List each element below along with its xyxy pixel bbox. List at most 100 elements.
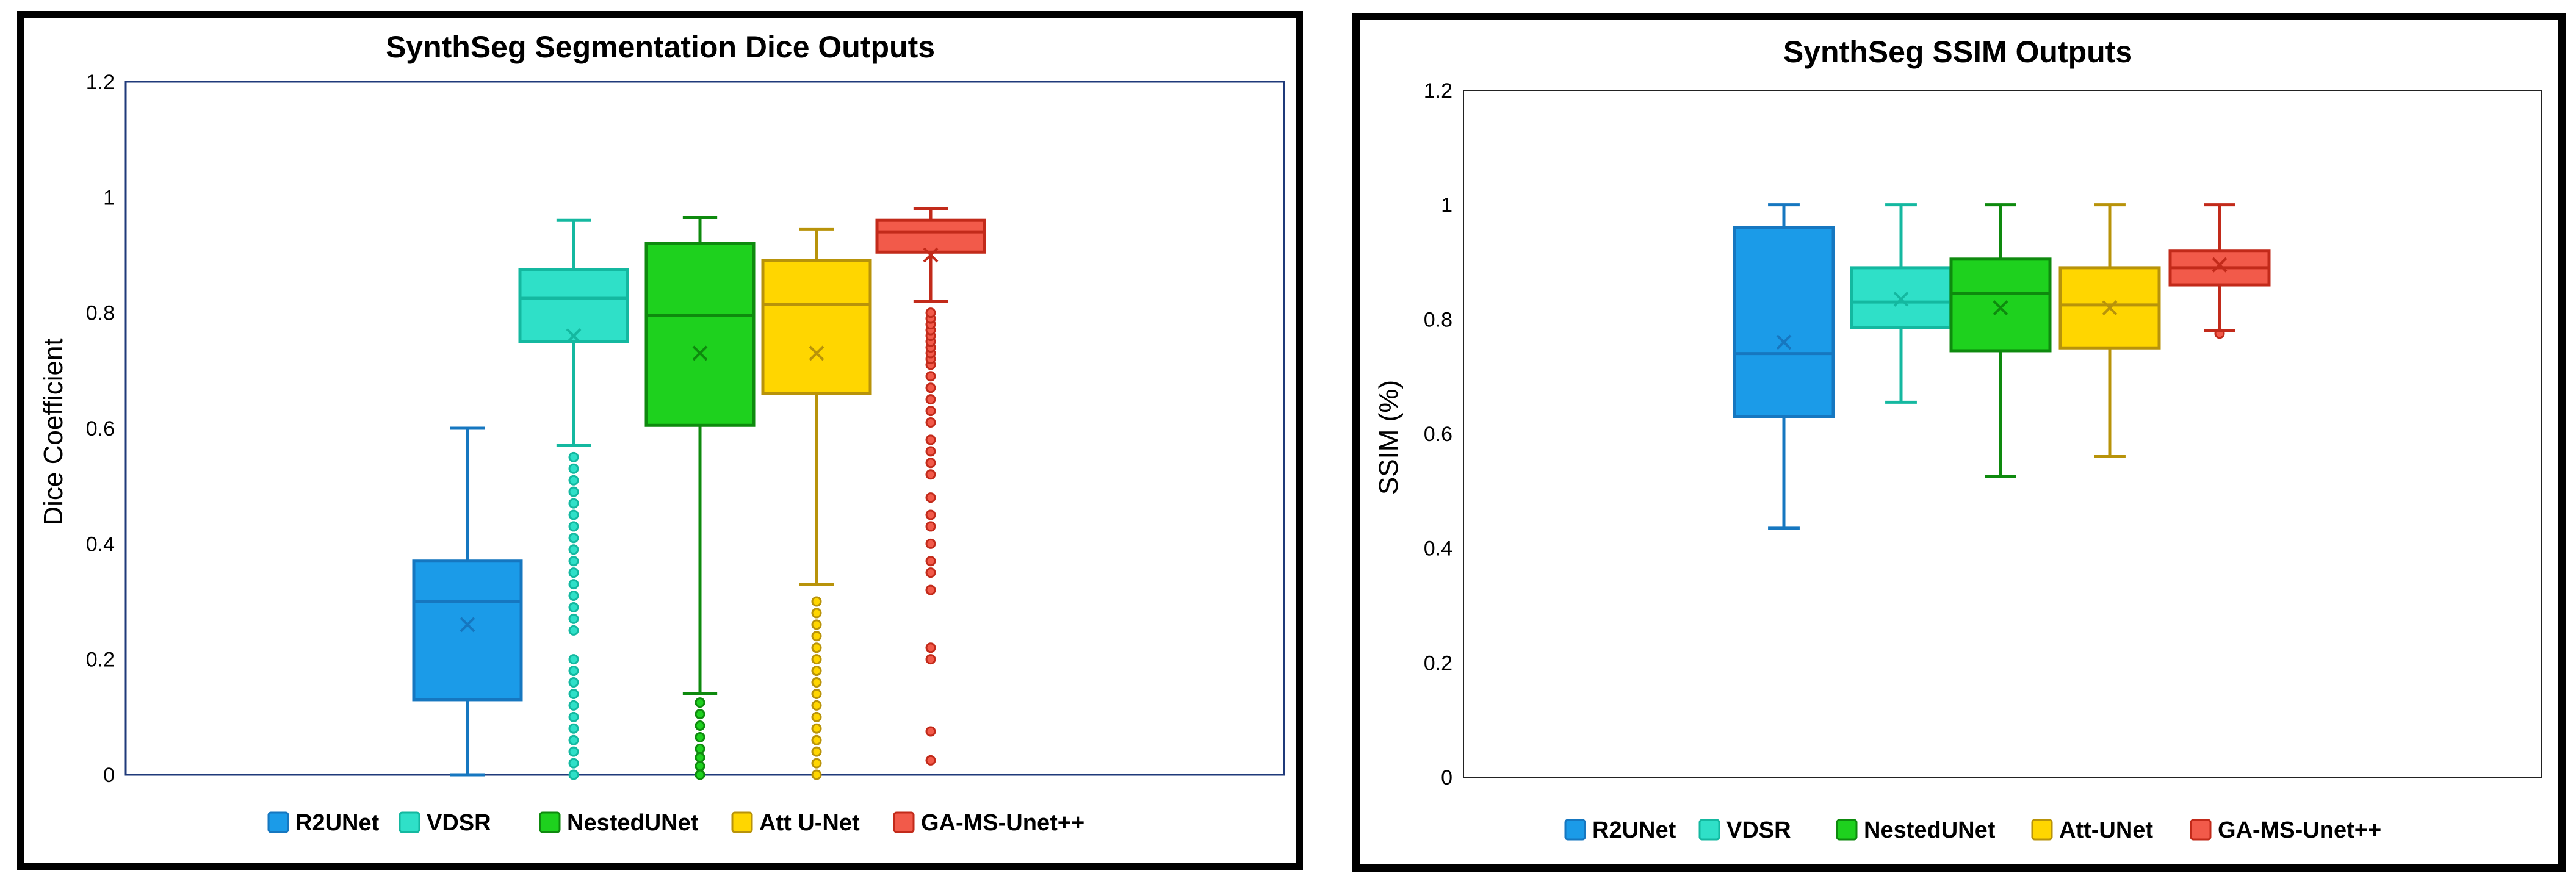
dice-att-u-net-outlier <box>811 746 822 757</box>
dice-ga-ms-unet-outlier <box>925 307 936 318</box>
dice-ga-ms-unet-outlier <box>925 726 936 737</box>
dice-vdsr-outlier <box>568 613 579 624</box>
dice-nestedunet-outlier <box>695 697 705 708</box>
dice-vdsr-outlier <box>568 544 579 555</box>
dice-nestedunet-outlier <box>695 761 705 772</box>
dice-att-u-net-outlier <box>811 677 822 688</box>
dice-legend-r2unet: R2UNet <box>267 810 380 836</box>
dice-ga-ms-unet-outlier <box>925 654 936 665</box>
dice-vdsr-outlier <box>568 666 579 677</box>
dice-ga-ms-unet-outlier <box>925 406 936 417</box>
ssim-y-tick-label: 0.4 <box>1424 537 1452 561</box>
dice-ga-ms-unet-outlier <box>925 492 936 503</box>
dice-vdsr-outlier <box>568 475 579 486</box>
dice-legend-r2unet-swatch <box>267 811 289 833</box>
ssim-legend-r2unet-swatch <box>1564 819 1586 841</box>
dice-y-tick-label: 0.6 <box>86 417 115 440</box>
ssim-y-ticks: 0 0.2 0.4 0.6 0.8 1 1.2 <box>1424 79 1452 789</box>
dice-att-u-net-outlier <box>811 769 822 780</box>
ssim-nestedunet-iqr-box <box>1949 257 2052 353</box>
dice-att-u-net-outlier <box>811 631 822 642</box>
ssim-r2unet-iqr-box <box>1733 226 1835 418</box>
dice-vdsr-outlier <box>568 625 579 636</box>
ssim-y-tick-label: 0.2 <box>1424 652 1452 675</box>
dice-y-ticks: 0 0.2 0.4 0.6 0.8 1 1.2 <box>86 71 115 787</box>
ssim-ga-ms-unet-box-group <box>2168 203 2271 339</box>
dice-ga-ms-unet-outlier <box>925 382 936 393</box>
ssim-chart-panel: SynthSeg SSIM Outputs SSIM (%) 0 0.2 0.4 0.… <box>1352 13 2566 872</box>
ssim-legend: R2UNet VDSR NestedUNet Att-UNet GA-MS-Unet++ <box>1564 817 2381 843</box>
dice-vdsr-mean-marker <box>566 328 582 343</box>
dice-ga-ms-unet-outlier <box>925 755 936 766</box>
dice-ga-ms-unet-outlier <box>925 642 936 653</box>
dice-vdsr-outlier <box>568 451 579 462</box>
dice-y-tick-label: 1.2 <box>86 71 115 94</box>
ssim-boxes <box>1733 203 2271 530</box>
dice-legend-att-u-net: Att U-Net <box>731 810 860 836</box>
dice-vdsr-outlier <box>568 723 579 734</box>
dice-att-u-net-iqr-box <box>761 259 872 395</box>
ssim-r2unet-box-group <box>1733 203 1835 530</box>
ssim-legend-nestedunet-label: NestedUNet <box>1864 817 1996 843</box>
dice-nestedunet-outlier <box>695 769 705 780</box>
ssim-plot-area <box>1463 90 2542 778</box>
dice-y-axis-label: Dice Coefficient <box>38 338 68 525</box>
ssim-legend-ga-ms-unet: GA-MS-Unet++ <box>2190 817 2381 843</box>
ssim-legend-vdsr-label: VDSR <box>1726 817 1791 843</box>
dice-att-u-net-outlier <box>811 666 822 677</box>
dice-vdsr-outlier <box>568 769 579 780</box>
dice-att-u-net-outlier <box>811 688 822 699</box>
dice-legend-nestedunet-swatch <box>539 811 561 833</box>
ssim-chart-title: SynthSeg SSIM Outputs <box>1783 35 2132 69</box>
dice-nestedunet-outlier <box>695 743 705 754</box>
ssim-att-unet-mean-marker <box>2102 300 2118 315</box>
ssim-legend-ga-ms-unet-label: GA-MS-Unet++ <box>2218 817 2381 843</box>
ssim-legend-att-unet-label: Att-UNet <box>2059 817 2153 843</box>
dice-att-u-net-outlier <box>811 654 822 665</box>
dice-legend-nestedunet: NestedUNet <box>539 810 699 836</box>
ssim-legend-vdsr: VDSR <box>1698 817 1791 843</box>
dice-legend-ga-ms-unet-swatch <box>893 811 915 833</box>
ssim-legend-vdsr-swatch <box>1698 819 1720 841</box>
ssim-nestedunet-box-group <box>1949 203 2052 478</box>
dice-ga-ms-unet-outlier <box>925 434 936 445</box>
dice-att-u-net-outlier <box>811 642 822 653</box>
dice-boxes <box>412 207 986 780</box>
ssim-y-axis-label: SSIM (%) <box>1374 380 1404 495</box>
ssim-legend-ga-ms-unet-swatch <box>2190 819 2212 841</box>
dice-nestedunet-outlier <box>695 731 705 742</box>
ssim-legend-att-unet: Att-UNet <box>2031 817 2153 843</box>
dice-ga-ms-unet-outlier <box>925 417 936 428</box>
dice-y-tick-label: 0 <box>103 764 115 787</box>
dice-att-u-net-outlier <box>811 711 822 722</box>
dice-vdsr-outlier <box>568 463 579 474</box>
dice-ga-ms-unet-outlier <box>925 469 936 480</box>
dice-vdsr-outlier <box>568 567 579 578</box>
dice-legend-att-u-net-label: Att U-Net <box>759 810 860 836</box>
ssim-y-tick-label: 0 <box>1441 766 1452 789</box>
ssim-panel-frame <box>1352 13 2566 872</box>
ssim-y-tick-label: 1 <box>1441 194 1452 217</box>
dice-att-u-net-outlier <box>811 619 822 630</box>
dice-legend-ga-ms-unet: GA-MS-Unet++ <box>893 810 1084 836</box>
dice-legend-vdsr: VDSR <box>399 810 491 836</box>
dice-legend-att-u-net-swatch <box>731 811 753 833</box>
ssim-nestedunet-mean-marker <box>1993 300 2008 315</box>
dice-vdsr-outlier <box>568 486 579 497</box>
dice-att-u-net-outlier <box>811 734 822 745</box>
dice-chart-title: SynthSeg Segmentation Dice Outputs <box>386 30 935 64</box>
dice-vdsr-outlier <box>568 734 579 745</box>
dice-vdsr-outlier <box>568 498 579 509</box>
dice-ga-ms-unet-outlier <box>925 556 936 567</box>
ssim-vdsr-mean-marker <box>1893 292 1909 307</box>
dice-panel-frame <box>17 11 1303 870</box>
dice-vdsr-outlier <box>568 688 579 699</box>
dice-ga-ms-unet-outlier <box>925 538 936 549</box>
ssim-r2unet-mean-marker <box>1776 334 1792 350</box>
dice-vdsr-outlier <box>568 602 579 612</box>
ssim-legend-att-unet-swatch <box>2031 819 2053 841</box>
ssim-ga-ms-unet-mean-marker <box>2212 257 2228 273</box>
dice-vdsr-outlier <box>568 509 579 520</box>
dice-nestedunet-outlier <box>695 709 705 720</box>
